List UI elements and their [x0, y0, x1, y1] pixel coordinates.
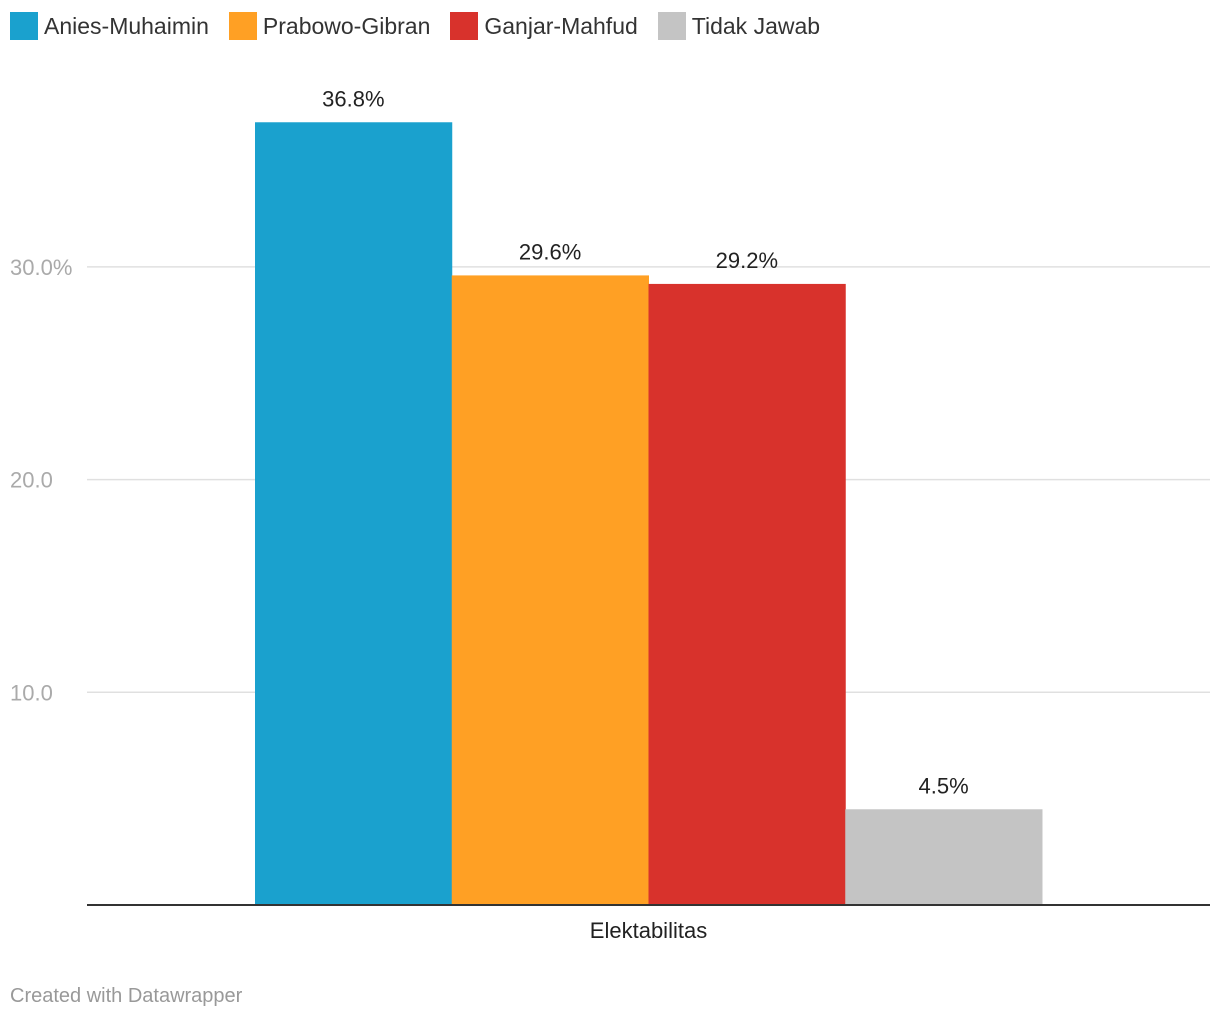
x-category-label: Elektabilitas: [590, 918, 707, 943]
legend-swatch-anies-muhaimin: [10, 12, 38, 40]
chart-legend: Anies-Muhaimin Prabowo-Gibran Ganjar-Mah…: [10, 12, 820, 40]
y-tick-label-20: 20.0: [10, 468, 53, 493]
bar-value-label-tidak-jawab: 4.5%: [919, 773, 969, 798]
y-tick-label-10: 10.0: [10, 680, 53, 705]
legend-label-ganjar-mahfud: Ganjar-Mahfud: [484, 12, 638, 39]
bar-tidak-jawab[interactable]: [845, 809, 1043, 905]
legend-item-ganjar-mahfud[interactable]: Ganjar-Mahfud: [450, 12, 638, 40]
bar-anies-muhaimin[interactable]: [255, 122, 453, 906]
legend-swatch-ganjar-mahfud: [450, 12, 479, 40]
legend-label-prabowo-gibran: Prabowo-Gibran: [262, 12, 431, 39]
legend-swatch-tidak-jawab: [657, 12, 686, 40]
legend-item-anies-muhaimin[interactable]: Anies-Muhaimin: [10, 12, 209, 40]
bar-prabowo-gibran[interactable]: [451, 275, 649, 906]
legend-item-tidak-jawab[interactable]: Tidak Jawab: [657, 12, 821, 40]
bar-value-label-anies-muhaimin: 36.8%: [322, 86, 384, 111]
bar-value-label-prabowo-gibran: 29.6%: [519, 239, 581, 264]
bar-value-label-ganjar-mahfud: 29.2%: [716, 248, 778, 273]
bar-ganjar-mahfud[interactable]: [648, 283, 846, 905]
legend-label-tidak-jawab: Tidak Jawab: [691, 12, 821, 39]
legend-label-anies-muhaimin: Anies-Muhaimin: [44, 12, 209, 39]
legend-swatch-prabowo-gibran: [228, 12, 257, 40]
y-tick-label-30: 30.0%: [10, 255, 72, 280]
legend-item-prabowo-gibran[interactable]: Prabowo-Gibran: [228, 12, 431, 40]
datawrapper-credit: Created with Datawrapper: [10, 985, 243, 1007]
